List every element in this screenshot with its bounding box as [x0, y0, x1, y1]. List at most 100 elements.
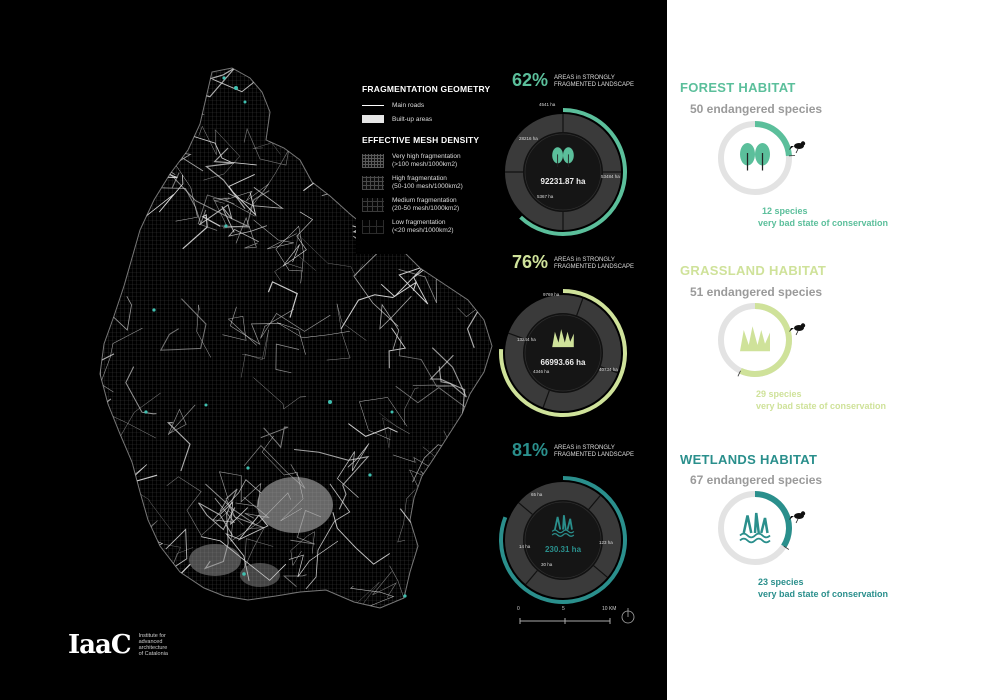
- caption-line1: AREAS in STRONGLY: [554, 257, 615, 263]
- donut-center: [524, 314, 602, 392]
- fragmentation-donut: 66993.66 ha 9769 ha 13244 ha 4346 ha 40734 h…: [499, 289, 627, 417]
- map-legend: FRAGMENTATION GEOMETRY Main roads Built-…: [362, 84, 512, 235]
- fragmented-caption: AREAS in STRONGLY FRAGMENTED LANDSCAPE: [554, 75, 674, 89]
- forest-species-count: 50 endangered species: [690, 102, 823, 116]
- grassland-species-count: 51 endangered species: [690, 285, 823, 299]
- donut-segment-label: 123 ha: [599, 540, 613, 545]
- bad-state-arc: [754, 491, 792, 548]
- donut-header-forest: 62% AREAS in STRONGLY FRAGMENTED LANDSCAP…: [512, 70, 634, 91]
- caption-line1: AREAS in STRONGLY: [554, 75, 615, 81]
- donut-segment-label: 28216 ha: [519, 136, 538, 141]
- scale-tick-5: 5: [562, 606, 565, 612]
- donut-segment-divider: [508, 332, 526, 340]
- low-swatch: [362, 220, 384, 234]
- grass-icon: [740, 326, 770, 352]
- bad-state-label: very bad state of conservation: [758, 218, 889, 228]
- legend-main-roads-label: Main roads: [392, 102, 425, 109]
- donut-segment-divider: [518, 502, 533, 515]
- legend-item-line1: Medium fragmentation: [392, 197, 457, 204]
- bad-state-arc: [754, 121, 792, 157]
- medium-swatch: [362, 198, 384, 212]
- logo-line: of Catalonia: [138, 651, 168, 657]
- bad-state-label: very bad state of conservation: [758, 589, 889, 599]
- fragmented-percent: 81%: [512, 440, 549, 460]
- bird-icon: [789, 511, 806, 524]
- wetlands-habitat-title: WETLANDS HABITAT: [680, 452, 818, 467]
- donut-segment-label: 40734 ha: [599, 367, 618, 372]
- legend-built-up: Built-up areas: [362, 115, 512, 123]
- legend-item-line2: (50-100 mesh/1000km2): [392, 183, 463, 190]
- fragmented-percent: 62%: [512, 70, 549, 90]
- donut-header-wetlands: 81% AREAS in STRONGLY FRAGMENTED LANDSCAP…: [512, 440, 634, 461]
- grassland-icon: [552, 329, 574, 348]
- grassland-habitat-ring: [718, 303, 806, 377]
- very-high-swatch: [362, 154, 384, 168]
- fragmented-caption: AREAS in STRONGLY FRAGMENTED LANDSCAPE: [554, 445, 674, 459]
- caption-line2: FRAGMENTED LANDSCAPE: [554, 264, 635, 270]
- fragmentation-donut: 92231.87 ha 4541 ha 28216 ha 5367 ha 53484 h…: [505, 102, 627, 236]
- forest-habitat-title: FOREST HABITAT: [680, 80, 796, 95]
- donut-center-value: 66993.66 ha: [541, 358, 586, 367]
- caption-line2: FRAGMENTED LANDSCAPE: [554, 82, 635, 88]
- legend-main-roads: Main roads: [362, 102, 512, 109]
- bad-state-label: very bad state of conservation: [756, 401, 887, 411]
- fragmented-caption: AREAS in STRONGLY FRAGMENTED LANDSCAPE: [554, 257, 674, 271]
- fragmentation-map: [99, 67, 493, 609]
- legend-density-item: Medium fragmentation (20-50 mesh/1000km2): [362, 197, 512, 213]
- reeds-icon: [739, 512, 771, 544]
- donut-segment-label: 13244 ha: [517, 337, 536, 342]
- donut-center-value: 230.31 ha: [545, 545, 582, 554]
- road-line-swatch: [362, 105, 384, 106]
- logo-line: advanced: [138, 639, 163, 645]
- donut-header-grassland: 76% AREAS in STRONGLY FRAGMENTED LANDSCAP…: [512, 252, 634, 273]
- legend-built-up-label: Built-up areas: [392, 115, 433, 123]
- forest-icon: [552, 147, 574, 168]
- donut-segment-divider: [576, 298, 584, 316]
- legend-item-line1: Very high fragmentation: [392, 153, 461, 160]
- bad-species-count: 23 species: [758, 577, 804, 587]
- north-arrow-icon: [621, 608, 635, 624]
- donut-segment-label: 14 ha: [519, 544, 531, 549]
- iaac-logo: IaaC Institute for advanced architecture…: [68, 630, 199, 660]
- scale-bar-graphic: [519, 618, 611, 624]
- donut-center: [524, 501, 602, 579]
- wetlands-habitat-ring: [718, 491, 806, 565]
- built-up-swatch: [362, 115, 384, 123]
- habitat-spots: [144, 76, 407, 598]
- grassland-habitat-title: GRASSLAND HABITAT: [680, 263, 827, 278]
- donut-segment-label: 5367 ha: [537, 194, 554, 199]
- legend-density-item: Low fragmentation (<20 mesh/1000km2): [362, 219, 512, 235]
- fragmented-percent: 76%: [512, 252, 549, 272]
- logo-mark: IaaC: [68, 630, 132, 660]
- donut-segment-label: 53484 ha: [601, 174, 620, 179]
- high-swatch: [362, 176, 384, 190]
- built-up-areas: [189, 477, 333, 587]
- bad-state-marker: [783, 545, 790, 550]
- bad-species-count: 12 species: [762, 206, 808, 216]
- legend-item-line1: High fragmentation: [392, 175, 447, 182]
- legend-density-item: Very high fragmentation (>100 mesh/1000km…: [362, 153, 512, 169]
- caption-line1: AREAS in STRONGLY: [554, 445, 615, 451]
- bird-icon: [789, 323, 806, 336]
- logo-line: architecture: [138, 645, 168, 651]
- donut-segment-label: 4541 ha: [539, 102, 556, 107]
- donut-segment-divider: [593, 565, 608, 578]
- donut-center: [524, 133, 602, 211]
- donut-segment-label: 9769 ha: [543, 292, 560, 297]
- fragmentation-donut: 230.31 ha 65 ha 14 ha 30 ha 123 ha: [499, 476, 627, 604]
- fragmented-share-arc: [499, 289, 627, 417]
- donut-center-value: 92231.87 ha: [541, 177, 586, 186]
- fragmented-share-arc: [499, 476, 627, 604]
- bird-icon: [789, 141, 806, 154]
- bad-state-arc: [739, 303, 792, 377]
- donut-segment-divider: [542, 390, 550, 408]
- legend-item-line2: (<20 mesh/1000km2): [392, 227, 454, 234]
- scale-tick-0: 0: [517, 606, 520, 612]
- wetlands-bad-state-note: 23 species very bad state of conservatio…: [758, 576, 888, 600]
- legend-density-title: EFFECTIVE MESH DENSITY: [362, 135, 480, 145]
- forest-habitat-ring: [718, 121, 806, 195]
- wetlands-species-count: 67 endangered species: [690, 473, 823, 487]
- bad-species-count: 29 species: [756, 389, 802, 399]
- donut-segment-label: 30 ha: [541, 562, 553, 567]
- forest-bad-state-note: 12 species very bad state of conservatio…: [758, 205, 888, 229]
